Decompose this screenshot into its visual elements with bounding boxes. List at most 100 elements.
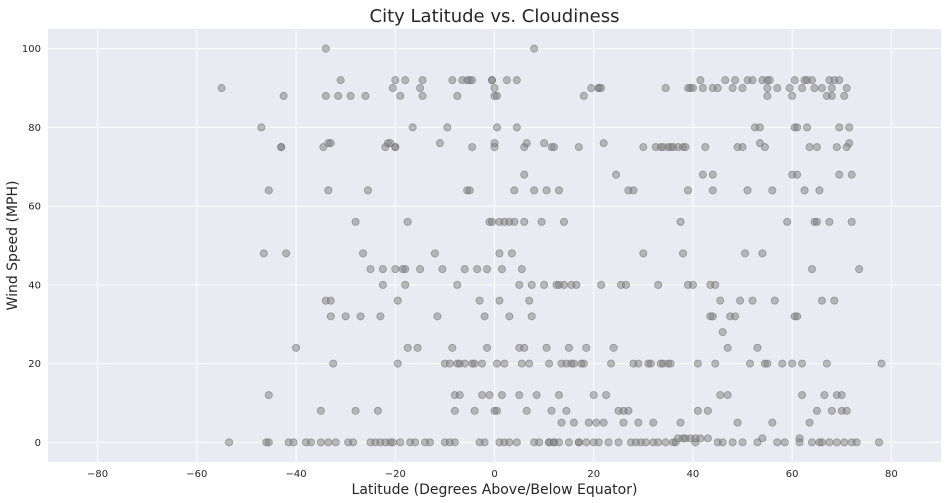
data-point <box>688 280 697 289</box>
data-point <box>698 84 707 93</box>
data-point <box>827 91 836 100</box>
data-point <box>282 249 291 258</box>
data-point <box>497 391 506 400</box>
data-point <box>393 296 402 305</box>
data-point <box>708 170 717 179</box>
data-point <box>346 91 355 100</box>
data-point <box>492 359 501 368</box>
data-point <box>629 186 638 195</box>
data-point <box>542 343 551 352</box>
data-point <box>676 217 685 226</box>
data-point <box>785 84 794 93</box>
data-point <box>480 312 489 321</box>
data-point <box>597 280 606 289</box>
data-point <box>723 343 732 352</box>
data-point <box>845 123 854 132</box>
data-point <box>602 391 611 400</box>
data-point <box>805 143 814 152</box>
data-point <box>679 249 688 258</box>
y-axis-label: Wind Speed (MPH) <box>5 181 21 311</box>
data-point <box>808 265 817 274</box>
data-point <box>470 359 479 368</box>
data-point <box>341 312 350 321</box>
data-point <box>416 265 425 274</box>
data-point <box>604 438 613 447</box>
data-point <box>790 76 799 85</box>
data-point <box>525 296 534 305</box>
data-point <box>840 91 849 100</box>
data-point <box>401 265 410 274</box>
data-point <box>378 265 387 274</box>
data-point <box>599 418 608 427</box>
data-point <box>522 406 531 415</box>
data-point <box>728 84 737 93</box>
data-point <box>582 438 591 447</box>
data-point <box>460 265 469 274</box>
data-point <box>817 438 826 447</box>
data-point <box>788 91 797 100</box>
data-point <box>765 76 774 85</box>
data-point <box>614 438 623 447</box>
data-point <box>768 186 777 195</box>
x-tick-label: −20 <box>385 469 406 480</box>
data-point <box>453 91 462 100</box>
data-point <box>763 91 772 100</box>
data-point <box>257 123 266 132</box>
data-point <box>738 438 747 447</box>
x-axis-label: Latitude (Degrees Above/Below Equator) <box>352 482 638 498</box>
data-point <box>413 343 422 352</box>
data-point <box>522 139 531 148</box>
data-point <box>416 84 425 93</box>
data-point <box>832 143 841 152</box>
data-point <box>738 143 747 152</box>
data-point <box>264 391 273 400</box>
data-point <box>547 406 556 415</box>
data-point <box>572 280 581 289</box>
data-point <box>554 186 563 195</box>
data-point <box>661 84 670 93</box>
data-point <box>574 143 583 152</box>
data-point <box>530 44 539 53</box>
data-point <box>430 249 439 258</box>
data-point <box>711 280 720 289</box>
x-tick-label: 60 <box>786 469 799 480</box>
data-points <box>217 44 886 447</box>
data-point <box>512 76 521 85</box>
data-point <box>599 139 608 148</box>
data-point <box>666 359 675 368</box>
data-point <box>763 359 772 368</box>
data-point <box>525 359 534 368</box>
data-point <box>277 143 286 152</box>
data-point <box>808 76 817 85</box>
data-point <box>324 186 333 195</box>
data-point <box>716 296 725 305</box>
data-point <box>326 312 335 321</box>
data-point <box>842 84 851 93</box>
data-point <box>326 296 335 305</box>
data-point <box>408 123 417 132</box>
data-point <box>426 438 435 447</box>
data-point <box>847 217 856 226</box>
data-point <box>331 438 340 447</box>
data-point <box>688 84 697 93</box>
data-point <box>351 406 360 415</box>
data-point <box>845 139 854 148</box>
data-point <box>683 186 692 195</box>
data-point <box>847 170 856 179</box>
data-point <box>259 249 268 258</box>
data-point <box>649 418 658 427</box>
data-point <box>540 139 549 148</box>
data-point <box>366 265 375 274</box>
data-point <box>745 359 754 368</box>
data-point <box>411 438 420 447</box>
data-point <box>696 434 705 443</box>
data-point <box>758 249 767 258</box>
data-point <box>827 84 836 93</box>
data-point <box>612 170 621 179</box>
data-point <box>852 438 861 447</box>
y-tick-label: 60 <box>28 202 41 213</box>
data-point <box>517 359 526 368</box>
data-point <box>520 217 529 226</box>
data-point <box>554 438 563 447</box>
